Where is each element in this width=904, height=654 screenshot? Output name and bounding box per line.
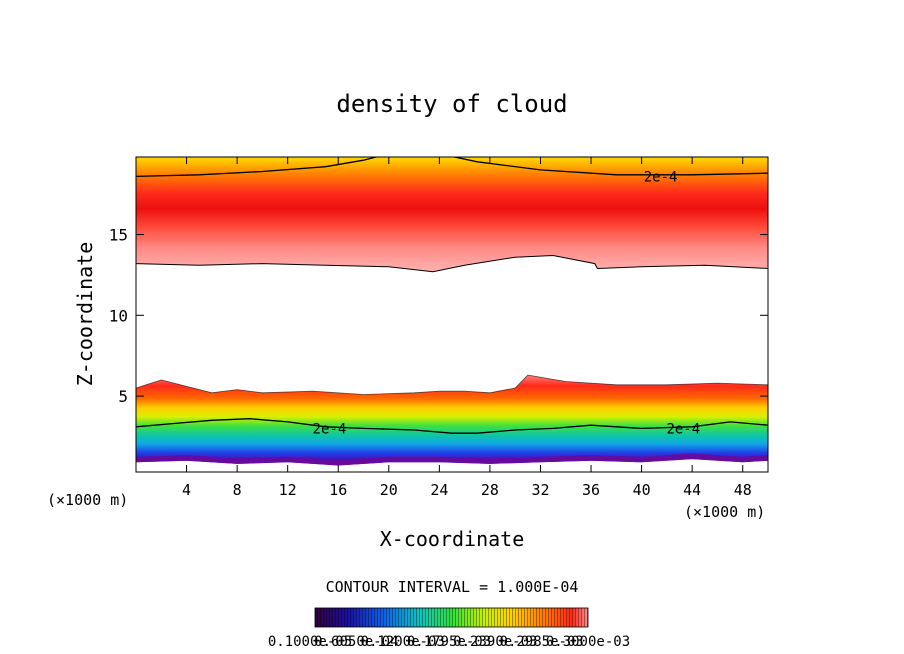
colorbar-label: 0.1000e-05 (268, 634, 352, 650)
plot-frame (135, 156, 769, 473)
x-tick-label: 12 (279, 481, 297, 499)
x-tick-label: 24 (430, 481, 448, 499)
x-unit-right: (×1000 m) (684, 503, 765, 521)
x-tick-label: 48 (734, 481, 752, 499)
contour-label: 2e-4 (644, 169, 678, 185)
colorbar-label: 0.2390e-03 (453, 634, 537, 650)
colorbar-label: 0.1200e-03 (361, 634, 445, 650)
x-tick-label: 40 (633, 481, 651, 499)
contour-interval-label: CONTOUR INTERVAL = 1.000E-04 (326, 578, 579, 596)
x-tick-label: 8 (233, 481, 242, 499)
x-tick-label: 16 (329, 481, 347, 499)
y-tick-label: 15 (109, 226, 128, 245)
colorbar-label: 0.6050e-04 (314, 634, 398, 650)
y-axis-ticks: 5 10 15 (109, 226, 768, 406)
x-tick-label: 32 (531, 481, 549, 499)
plot-area: 2e-4 2e-4 2e-4 (136, 157, 768, 466)
upper-contour-2e-4 (136, 157, 768, 178)
x-axis-label: X-coordinate (380, 527, 525, 551)
lower-layer-base-fringe (136, 453, 768, 466)
colorbar-label: 0.3000e-03 (546, 634, 630, 650)
x-tick-label: 4 (182, 481, 191, 499)
y-tick-label: 5 (118, 387, 128, 406)
colorbar-label: 0.1795e-03 (407, 634, 491, 650)
lower-contour-2e-4 (136, 418, 768, 434)
lower-cloud-layer (136, 375, 768, 466)
x-tick-label: 28 (481, 481, 499, 499)
x-tick-label: 20 (380, 481, 398, 499)
x-tick-label: 36 (582, 481, 600, 499)
upper-cloud-layer (136, 157, 768, 272)
x-unit-left: (×1000 m) (47, 491, 128, 509)
lower-layer-top-contour (136, 374, 768, 395)
colorbar-labels: 0.1000e-050.6050e-040.1200e-030.1795e-03… (268, 634, 630, 650)
colorbar (314, 607, 589, 628)
upper-layer-base-contour (136, 254, 768, 273)
contour-labels: 2e-4 2e-4 2e-4 (313, 169, 701, 437)
y-tick-label: 10 (109, 306, 128, 325)
contour-label: 2e-4 (313, 421, 347, 437)
x-axis-ticks: 4 8 12 16 20 24 28 32 36 40 44 48 (182, 157, 752, 499)
y-axis-label: Z-coordinate (73, 242, 97, 387)
colorbar-label: 0.2985e-03 (500, 634, 584, 650)
contour-label: 2e-4 (666, 421, 700, 437)
chart-title: density of cloud (336, 90, 567, 118)
x-tick-label: 44 (683, 481, 701, 499)
